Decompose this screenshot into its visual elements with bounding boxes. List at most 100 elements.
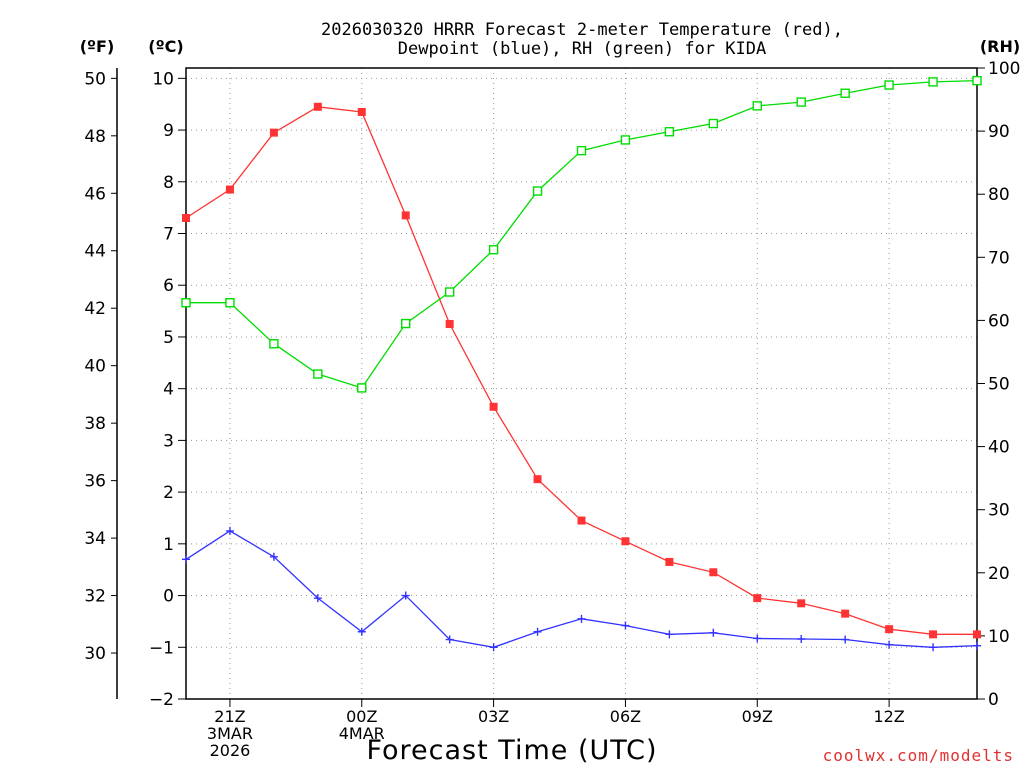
chart-title-line1: 2026030320 HRRR Forecast 2-meter Tempera… xyxy=(321,20,843,40)
relative-humidity-point xyxy=(532,186,543,196)
fahrenheit-tick-label: 44 xyxy=(84,242,106,262)
chart-title-line2: Dewpoint (blue), RH (green) for KIDA xyxy=(398,39,766,59)
celsius-tick-label: 5 xyxy=(163,328,174,348)
rh-tick-label: 30 xyxy=(988,501,1010,521)
celsius-tick-label: 10 xyxy=(152,69,174,89)
rh-tick-label: 10 xyxy=(988,627,1010,647)
relative-humidity-point xyxy=(796,97,806,107)
rh-tick-label: 90 xyxy=(988,122,1010,142)
relative-humidity-point xyxy=(884,80,894,90)
series-layer xyxy=(181,75,982,652)
dewpoint-point xyxy=(665,630,674,639)
celsius-tick-label: −1 xyxy=(149,638,174,658)
temperature-point xyxy=(621,537,630,546)
fahrenheit-tick-label: 42 xyxy=(84,299,106,319)
dewpoint-point xyxy=(401,591,410,600)
celsius-tick-label: 8 xyxy=(163,173,174,193)
x-tick-label: 3MAR xyxy=(207,724,253,743)
rh-tick-label: 40 xyxy=(988,438,1010,458)
x-tick-label: 4MAR xyxy=(339,724,385,743)
temperature-point xyxy=(225,185,234,194)
dewpoint-line xyxy=(185,530,978,648)
fahrenheit-tick-label: 36 xyxy=(84,472,106,492)
relative-humidity-point xyxy=(620,135,631,145)
relative-humidity-point xyxy=(928,77,938,87)
axes-layer: 3032343638404244464850−2−101234567891001… xyxy=(84,59,1020,760)
celsius-unit-label: (ºC) xyxy=(148,37,183,56)
dewpoint-point xyxy=(269,552,278,561)
temperature-point xyxy=(489,402,498,411)
temperature-line xyxy=(185,106,977,635)
fahrenheit-tick-label: 32 xyxy=(84,587,106,607)
celsius-tick-label: −2 xyxy=(149,690,174,710)
plot-frame xyxy=(185,67,978,700)
dewpoint-point xyxy=(182,555,190,564)
temperature-point xyxy=(577,516,586,525)
fahrenheit-tick-label: 50 xyxy=(84,69,106,89)
x-tick-label: 03Z xyxy=(478,707,509,726)
dewpoint-point xyxy=(841,635,850,644)
x-tick-label: 21Z xyxy=(214,707,245,726)
x-tick-label: 09Z xyxy=(742,707,773,726)
temperature-point xyxy=(973,630,981,639)
rh-tick-label: 70 xyxy=(988,248,1010,268)
fahrenheit-tick-label: 30 xyxy=(84,644,106,664)
dewpoint-point xyxy=(929,643,938,652)
relative-humidity-point xyxy=(972,75,982,86)
fahrenheit-tick-label: 48 xyxy=(84,127,106,147)
temperature-point xyxy=(885,625,894,634)
celsius-tick-label: 3 xyxy=(163,431,174,451)
fahrenheit-tick-label: 46 xyxy=(84,184,106,204)
rh-tick-label: 0 xyxy=(988,690,999,710)
temperature-point xyxy=(445,320,454,329)
temperature-point xyxy=(753,594,762,603)
rh-unit-label: (RH) xyxy=(980,37,1020,56)
fahrenheit-unit-label: (ºF) xyxy=(80,37,115,56)
relative-humidity-point xyxy=(357,383,367,393)
relative-humidity-point xyxy=(269,339,279,349)
temperature-point xyxy=(357,107,366,116)
dewpoint-point xyxy=(489,643,498,652)
relative-humidity-line xyxy=(186,79,978,389)
relative-humidity-point xyxy=(488,245,499,255)
celsius-tick-label: 1 xyxy=(163,535,174,555)
rh-tick-label: 100 xyxy=(988,59,1020,79)
temperature-point xyxy=(929,630,938,639)
dewpoint-point xyxy=(797,635,806,644)
rh-tick-label: 50 xyxy=(988,375,1010,395)
celsius-tick-label: 4 xyxy=(163,380,174,400)
relative-humidity-point xyxy=(708,118,719,129)
celsius-tick-label: 2 xyxy=(163,483,174,503)
celsius-tick-label: 6 xyxy=(163,276,174,296)
temperature-point xyxy=(709,568,718,577)
temperature-point xyxy=(665,557,674,566)
dewpoint-point xyxy=(885,640,894,649)
fahrenheit-tick-label: 40 xyxy=(84,357,106,377)
dewpoint-point xyxy=(313,594,322,603)
temperature-point xyxy=(533,475,542,484)
relative-humidity-point xyxy=(576,145,587,156)
relative-humidity-point xyxy=(444,287,455,297)
dewpoint-point xyxy=(533,627,542,636)
celsius-tick-label: 0 xyxy=(163,587,174,607)
celsius-tick-label: 9 xyxy=(163,121,174,141)
temperature-point xyxy=(401,211,410,220)
rh-tick-label: 60 xyxy=(988,311,1010,331)
relative-humidity-point xyxy=(225,298,235,308)
rh-tick-label: 20 xyxy=(988,564,1010,584)
temperature-point xyxy=(797,599,806,608)
grid-layer xyxy=(186,68,977,699)
temperature-point xyxy=(313,102,322,111)
x-axis-title: Forecast Time (UTC) xyxy=(366,735,657,766)
dewpoint-point xyxy=(357,627,366,636)
x-tick-label: 00Z xyxy=(346,707,377,726)
relative-humidity-point xyxy=(181,298,191,308)
relative-humidity-point xyxy=(752,101,762,111)
dewpoint-point xyxy=(445,635,454,644)
relative-humidity-point xyxy=(313,369,323,379)
dewpoint-point xyxy=(973,641,981,650)
dewpoint-point xyxy=(577,614,586,623)
fahrenheit-tick-label: 38 xyxy=(84,414,106,434)
dewpoint-point xyxy=(225,526,234,535)
